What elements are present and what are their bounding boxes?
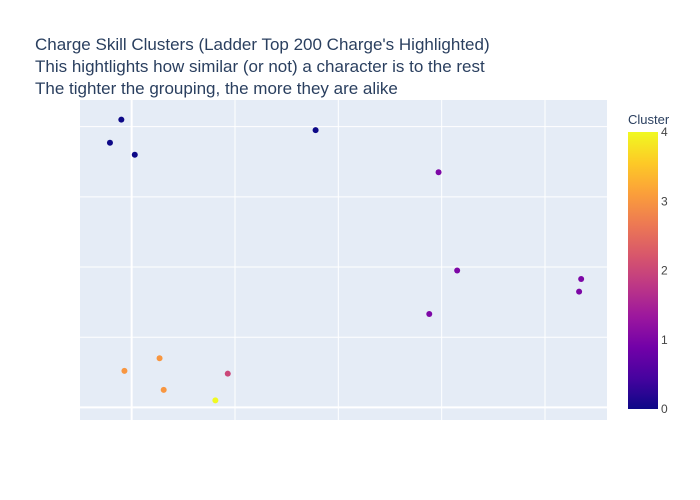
colorbar-tick-label: 0 [661, 402, 668, 416]
title-line-3: The tighter the grouping, the more they … [35, 79, 398, 98]
data-points [106, 116, 585, 404]
data-point [212, 397, 219, 404]
data-point [118, 116, 125, 123]
data-point [156, 355, 163, 362]
data-point [576, 288, 583, 295]
colorbar-tick-label: 1 [661, 333, 668, 347]
colorbar-tick-label: 3 [661, 194, 668, 208]
data-point [121, 367, 128, 374]
data-point [454, 267, 461, 274]
colorbar-tick-label: 2 [661, 264, 668, 278]
colorbar-ticks: 0 1 2 3 4 [661, 125, 668, 416]
title-line-2: This hightlights how similar (or not) a … [35, 57, 485, 76]
gridlines [80, 100, 607, 420]
data-point [578, 275, 585, 282]
data-point [224, 370, 231, 377]
data-point [312, 127, 319, 134]
title-line-1: Charge Skill Clusters (Ladder Top 200 Ch… [35, 35, 490, 54]
colorbar: Cluster 0 1 2 3 4 [628, 112, 670, 416]
plot-area [80, 100, 607, 420]
data-point [106, 139, 113, 146]
colorbar-gradient [628, 132, 658, 409]
colorbar-title: Cluster [628, 112, 670, 127]
data-point [426, 311, 433, 318]
data-point [131, 151, 138, 158]
data-point [160, 386, 167, 393]
chart-title: Charge Skill Clusters (Ladder Top 200 Ch… [35, 35, 490, 98]
colorbar-tick-label: 4 [661, 125, 668, 139]
data-point [435, 169, 442, 176]
